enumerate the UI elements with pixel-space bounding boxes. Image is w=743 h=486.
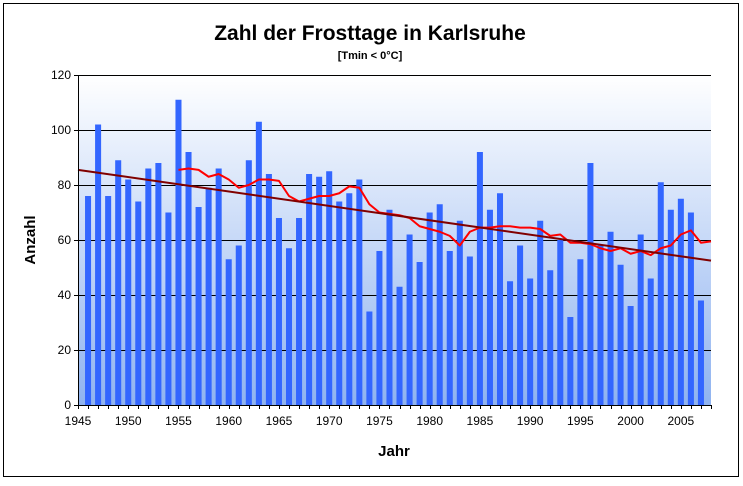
bar <box>637 234 644 405</box>
bar <box>537 220 544 405</box>
x-tick-label: 1975 <box>366 414 393 428</box>
bar <box>215 168 222 405</box>
bar <box>346 193 353 405</box>
bar <box>687 212 694 405</box>
y-tick-labels: 0 20 40 60 80 100 120 <box>51 68 78 412</box>
bar <box>617 264 624 405</box>
bar <box>125 179 132 405</box>
bar <box>476 152 483 405</box>
bar <box>486 209 493 405</box>
bar <box>195 207 202 405</box>
bar <box>386 209 393 405</box>
x-axis-title: Jahr <box>378 443 410 460</box>
bar <box>527 278 534 405</box>
x-tick-label: 1990 <box>517 414 544 428</box>
bar <box>115 160 122 405</box>
y-tick-label: 20 <box>58 343 72 357</box>
y-tick-label: 120 <box>51 68 71 82</box>
line-series <box>77 167 712 262</box>
bar <box>235 245 242 405</box>
bar <box>607 231 614 405</box>
chart-title: Zahl der Frosttage in Karlsruhe <box>214 22 526 45</box>
chart-subtitle: [Tmin < 0°C] <box>338 50 403 62</box>
y-axis-title: Anzahl <box>22 215 39 264</box>
bar <box>175 99 182 405</box>
x-tick-label: 1960 <box>215 414 242 428</box>
bar <box>446 251 453 405</box>
bar <box>275 218 282 405</box>
bar <box>245 160 252 405</box>
y-tick-label: 0 <box>64 398 71 412</box>
bar <box>567 317 574 405</box>
bar <box>296 218 303 405</box>
bar <box>376 251 383 405</box>
x-tick-label: 1955 <box>165 414 192 428</box>
bar <box>145 168 152 405</box>
bar <box>597 245 604 405</box>
x-tick-label: 1950 <box>115 414 142 428</box>
x-tick-labels: 1945 1950 1955 1960 1965 1970 1975 1980 1985 1990… <box>65 405 712 428</box>
bar <box>647 278 654 405</box>
bar <box>557 240 564 405</box>
bar <box>155 163 162 405</box>
bar <box>657 182 664 405</box>
x-tick-label: 1985 <box>467 414 494 428</box>
bar <box>416 262 423 405</box>
bar <box>406 234 413 405</box>
bar <box>517 245 524 405</box>
axes <box>78 75 711 406</box>
bar <box>85 196 92 405</box>
bar <box>587 163 594 405</box>
bar <box>285 248 293 405</box>
bar <box>356 179 363 405</box>
bar <box>185 152 192 405</box>
bar <box>225 259 232 405</box>
bar <box>697 300 704 405</box>
bar <box>436 204 443 405</box>
x-tick-label: 1980 <box>416 414 443 428</box>
bar <box>667 209 674 405</box>
bar <box>255 121 262 405</box>
x-tick-label: 1965 <box>266 414 293 428</box>
bar <box>366 311 373 405</box>
bar <box>396 286 403 405</box>
bar <box>426 212 433 405</box>
bar <box>306 174 313 405</box>
bar <box>95 124 102 405</box>
gridlines <box>78 75 711 351</box>
bar <box>265 174 272 405</box>
bar <box>677 198 684 405</box>
trend-line <box>77 168 712 262</box>
bar <box>577 259 584 405</box>
bar <box>165 212 172 405</box>
x-tick-label: 2000 <box>617 414 644 428</box>
bar-series <box>85 99 704 405</box>
x-tick-label: 1945 <box>65 414 92 428</box>
x-tick-label: 2005 <box>668 414 695 428</box>
x-tick-label: 1970 <box>316 414 343 428</box>
bar <box>547 270 554 405</box>
moving-average-line <box>178 167 712 257</box>
x-tick-label: 1995 <box>567 414 594 428</box>
bar <box>205 187 212 405</box>
y-tick-label: 60 <box>58 233 72 247</box>
bar <box>496 193 504 405</box>
y-tick-label: 40 <box>58 288 72 302</box>
bar <box>627 306 634 405</box>
bar <box>456 220 463 405</box>
y-tick-label: 80 <box>58 178 72 192</box>
bar <box>316 176 323 405</box>
bar <box>336 201 343 405</box>
bar <box>466 256 473 405</box>
y-tick-label: 100 <box>51 123 71 137</box>
bar <box>105 196 112 405</box>
bar <box>326 171 333 405</box>
bar <box>507 281 514 405</box>
bar <box>135 201 142 405</box>
